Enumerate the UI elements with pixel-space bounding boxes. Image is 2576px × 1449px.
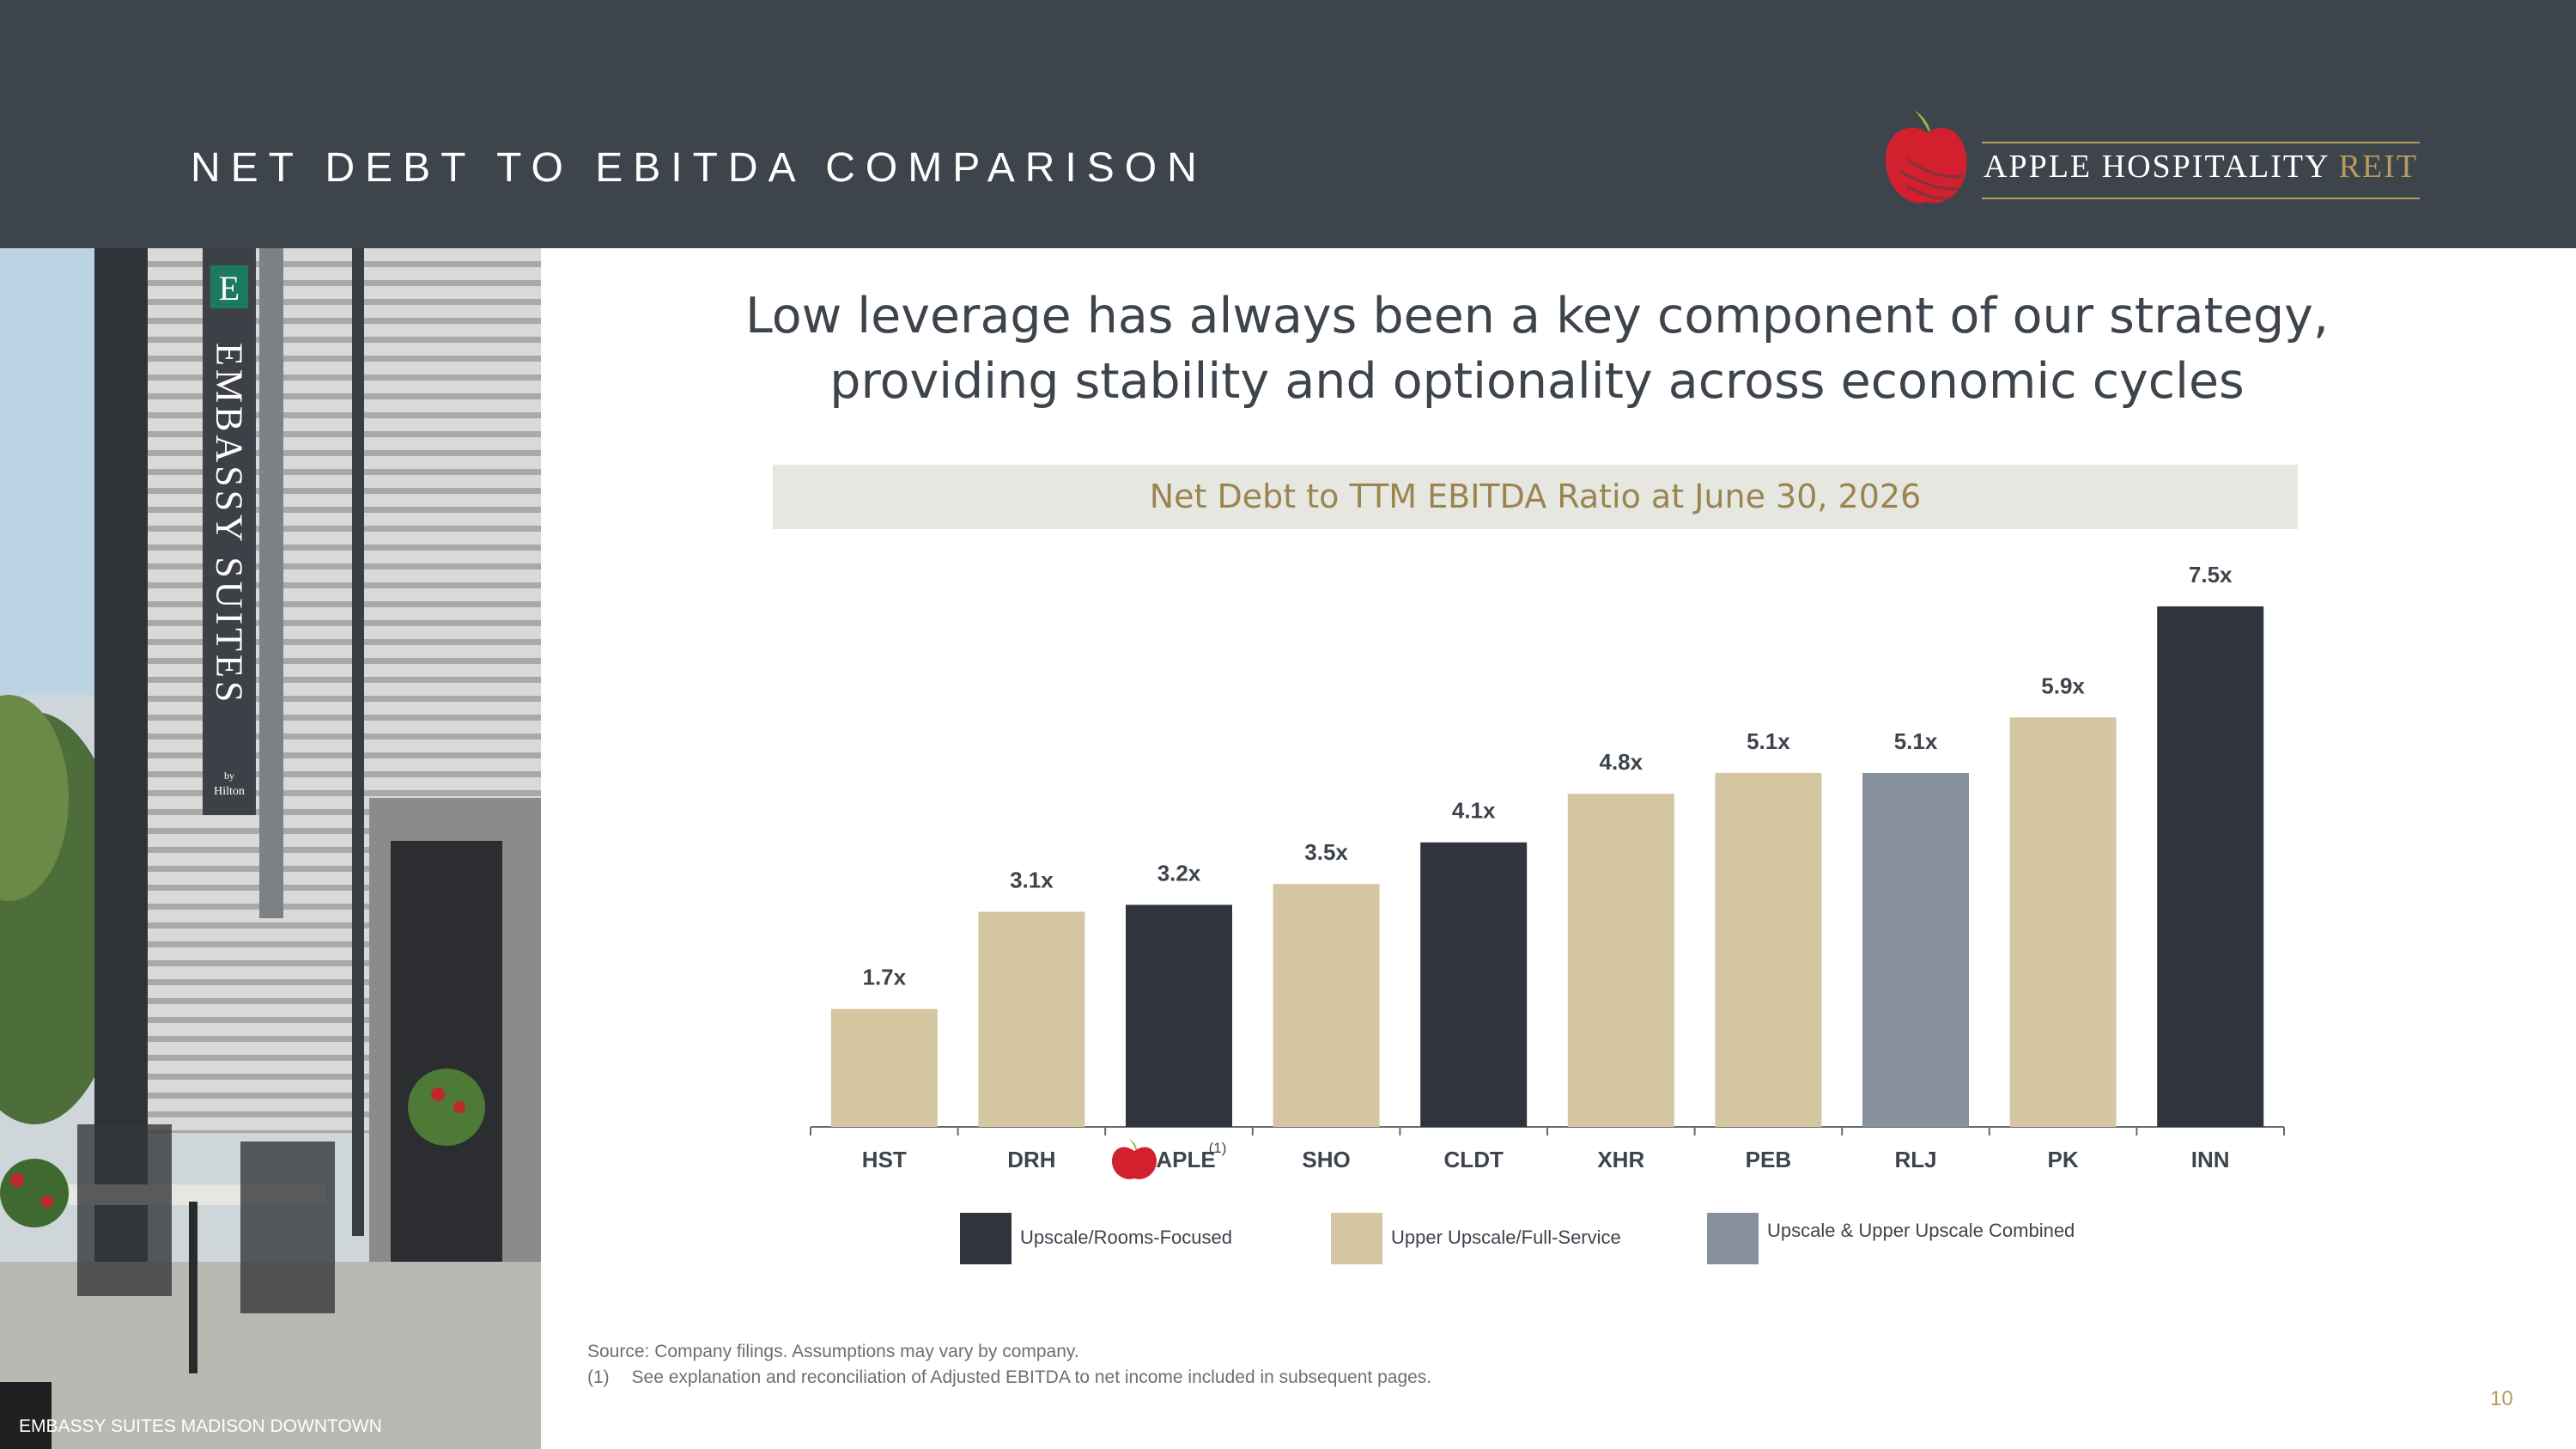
legend-swatch-upper-upscale (1331, 1213, 1382, 1264)
sign-text: EMBASSY SUITES (209, 343, 251, 705)
header-bar: NET DEBT TO EBITDA COMPARISON APPLE HOSP… (0, 0, 2576, 248)
headline-line-2: providing stability and optionality acro… (829, 353, 2245, 410)
data-label-drh: 3.1x (1010, 868, 1054, 893)
tick-label-drh: DRH (1007, 1147, 1055, 1172)
chart-title-box: Net Debt to TTM EBITDA Ratio at June 30,… (773, 465, 2298, 529)
apple-leaf-icon (1128, 1139, 1137, 1149)
legend-swatch-upscale-rooms (960, 1213, 1012, 1264)
tick-label-pk: PK (2048, 1147, 2079, 1172)
aple-footnote-marker: (1) (1209, 1140, 1227, 1156)
hotel-photo-illustration: E EMBASSY SUITES by Hilton (0, 248, 541, 1449)
logo-rule-bottom (1982, 198, 2420, 199)
footnote-1: (1) See explanation and reconciliation o… (587, 1367, 1431, 1388)
headline: Low leverage has always been a key compo… (635, 283, 2439, 414)
headline-line-1: Low leverage has always been a key compo… (744, 288, 2330, 344)
page-number: 10 (2490, 1387, 2513, 1410)
photo-caption: EMBASSY SUITES MADISON DOWNTOWN (19, 1416, 382, 1436)
hotel-photo: E EMBASSY SUITES by Hilton EMBASSY SUITE… (0, 248, 541, 1449)
data-label-cldt: 4.1x (1452, 798, 1496, 824)
logo-name: APPLE HOSPITALITY (1984, 149, 2330, 185)
logo-rule-top (1982, 142, 2420, 143)
chart-title: Net Debt to TTM EBITDA Ratio at June 30,… (1149, 478, 1922, 515)
tick-label-cldt: CLDT (1444, 1147, 1504, 1172)
bar-rlj (1862, 772, 1969, 1127)
tick-label-peb: PEB (1746, 1147, 1791, 1172)
bar-aple (1126, 904, 1232, 1127)
bar-hst (830, 1008, 938, 1127)
footnote-1-marker: (1) (587, 1367, 610, 1387)
bar-peb (1715, 772, 1822, 1127)
data-label-hst: 1.7x (862, 965, 906, 990)
logo-text: APPLE HOSPITALITY REIT (1984, 148, 2418, 186)
apple-logo-icon (1885, 111, 1967, 204)
tick-label-inn: INN (2191, 1147, 2230, 1172)
source-note: Source: Company filings. Assumptions may… (587, 1342, 1079, 1361)
sign-brand: Hilton (214, 785, 245, 798)
bar-inn (2157, 606, 2264, 1127)
legend-label-upper-upscale: Upper Upscale/Full-Service (1391, 1227, 1621, 1248)
bar-pk (2009, 717, 2117, 1127)
data-label-peb: 5.1x (1747, 728, 1790, 754)
tick-label-xhr: XHR (1597, 1147, 1644, 1172)
page-title: NET DEBT TO EBITDA COMPARISON (191, 145, 1207, 191)
data-label-inn: 7.5x (2189, 562, 2233, 588)
data-label-aple: 3.2x (1157, 860, 1201, 886)
legend-label-combined: Upscale & Upper Upscale Combined (1767, 1220, 2075, 1241)
data-label-xhr: 4.8x (1599, 749, 1643, 775)
sign-initial: E (219, 269, 240, 307)
tick-label-sho: SHO (1302, 1147, 1350, 1172)
legend-swatch-combined (1707, 1213, 1759, 1264)
tick-label-hst: HST (862, 1147, 907, 1172)
footnote-1-text: See explanation and reconciliation of Ad… (631, 1367, 1432, 1387)
tick-label-rlj: RLJ (1894, 1147, 1936, 1172)
bar-drh (978, 911, 1085, 1127)
bar-cldt (1420, 842, 1528, 1127)
data-label-pk: 5.9x (2041, 673, 2085, 698)
data-label-rlj: 5.1x (1894, 728, 1938, 754)
data-label-sho: 3.5x (1304, 839, 1348, 865)
apple-icon (1112, 1147, 1157, 1179)
tick-label-aple: APLE (1156, 1147, 1215, 1172)
legend-label-upscale-rooms: Upscale/Rooms-Focused (1020, 1227, 1232, 1248)
bar-xhr (1567, 794, 1674, 1127)
bar-sho (1273, 884, 1380, 1127)
logo-suffix: REIT (2338, 149, 2419, 185)
sign-by: by (224, 770, 234, 782)
